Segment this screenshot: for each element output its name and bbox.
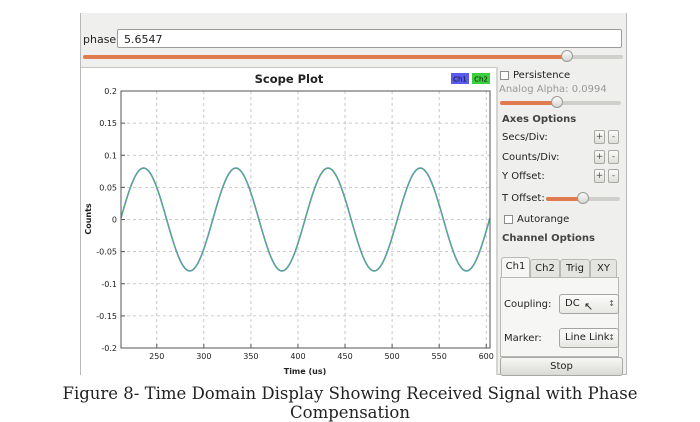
marker-select[interactable]: Line Link ↕ [559,328,619,348]
plot-pane: Scope Plot Ch1 Ch2 250 300 350 400 450 500 550 6… [81,67,496,376]
y-tick-label: -0.1 [101,280,117,289]
analog-alpha-slider-knob[interactable] [550,96,563,108]
coupling-spinner-icon: ↕ [608,299,615,308]
autorange-label: Autorange [517,214,570,225]
x-tick-label: 400 [290,352,305,361]
marker-spinner-icon: ↕ [608,333,615,342]
marker-label: Marker: [504,333,542,344]
coupling-label: Coupling: [504,299,552,310]
secs-div-minus-button[interactable]: - [608,130,619,144]
t-offset-slider[interactable] [546,192,620,204]
y-tick-label: -0.2 [101,344,117,353]
y-offset-minus-button[interactable]: - [608,169,619,183]
y-tick-label: -0.15 [96,312,117,321]
y-offset-label: Y Offset: [502,171,545,182]
plot-series [120,167,491,272]
marker-value: Line Link [565,332,610,343]
plot-grid [121,91,490,348]
persistence-checkbox[interactable] [500,70,509,80]
phase-slider-knob[interactable] [561,50,574,62]
legend-swatch-ch2 [472,73,490,84]
t-offset-slider-fill [546,197,583,201]
axes-options-title: Axes Options [502,114,577,125]
autorange-checkbox[interactable] [504,214,513,224]
y-tick-label: -0.05 [96,248,117,257]
phase-row: phase: 5.6547 [81,29,626,51]
x-tick-label: 500 [384,352,399,361]
figure-caption: Figure 8- Time Domain Display Showing Re… [62,384,638,422]
counts-div-label: Counts/Div: [502,152,560,163]
analog-alpha-slider-fill [500,101,557,105]
coupling-value: DC [565,298,580,309]
t-offset-label: T Offset: [502,193,545,204]
pane-divider[interactable] [496,67,498,375]
mouse-cursor-icon: ↖ [584,300,594,313]
x-tick-label: 550 [432,352,447,361]
x-axis-label: Time (us) [284,367,327,376]
scope-window: phase: 5.6547 Scope Plot Ch1 Ch2 250 300 35… [80,13,627,376]
counts-div-minus-button[interactable]: - [608,150,619,164]
options-panel: Persistence Analog Alpha: 0.0994 Axes Op… [498,67,626,376]
x-tick-label: 350 [243,352,258,361]
y-tick-label: 0.2 [104,87,117,96]
phase-input[interactable]: 5.6547 [117,29,622,48]
channel-tab-body: Coupling: DC ↖ ↕ Marker: Line Link ↕ [500,277,619,357]
tab-ch1[interactable]: Ch1 [501,257,530,277]
legend-label-ch1: Ch1 [453,76,467,84]
series-line-ch2 [120,167,491,272]
y-tick-label: 0.1 [104,151,117,160]
counts-div-plus-button[interactable]: + [594,150,605,164]
stop-button[interactable]: Stop [500,357,623,376]
y-tick-label: 0 [112,216,117,225]
plot-legend: Ch1 Ch2 [451,73,490,84]
x-tick-label: 250 [149,352,164,361]
phase-slider[interactable] [83,50,623,62]
coupling-select[interactable]: DC ↖ ↕ [559,294,619,314]
tab-ch2[interactable]: Ch2 [530,259,560,277]
secs-div-label: Secs/Div: [502,132,548,143]
x-tick-label: 450 [337,352,352,361]
plot-title: Scope Plot [255,72,324,86]
analog-alpha-slider[interactable] [500,96,621,108]
channel-options-title: Channel Options [502,233,595,244]
y-tick-label: 0.05 [99,183,117,192]
y-offset-plus-button[interactable]: + [594,169,605,183]
autorange-row: Autorange [504,214,569,225]
analog-alpha-label: Analog Alpha: 0.0994 [499,84,607,95]
x-tick-label: 300 [196,352,211,361]
persistence-row: Persistence [500,70,570,81]
scope-plot: Scope Plot Ch1 Ch2 250 300 350 400 450 500 550 6… [84,72,494,376]
legend-swatch-ch1 [451,73,469,84]
secs-div-plus-button[interactable]: + [594,130,605,144]
tab-trig[interactable]: Trig [560,259,590,277]
legend-label-ch2: Ch2 [474,76,488,84]
y-tick-label: 0.15 [99,119,117,128]
tab-xy[interactable]: XY [590,259,617,277]
phase-label: phase: [83,33,120,46]
plot-ticks: 250 300 350 400 450 500 550 600 0.2 0.15 0.1 0.05 0 -… [96,87,494,361]
x-tick-label: 600 [479,352,494,361]
t-offset-slider-knob[interactable] [577,192,589,204]
y-axis-label: Counts [84,203,93,235]
persistence-label: Persistence [513,70,571,81]
phase-slider-fill [83,55,568,59]
